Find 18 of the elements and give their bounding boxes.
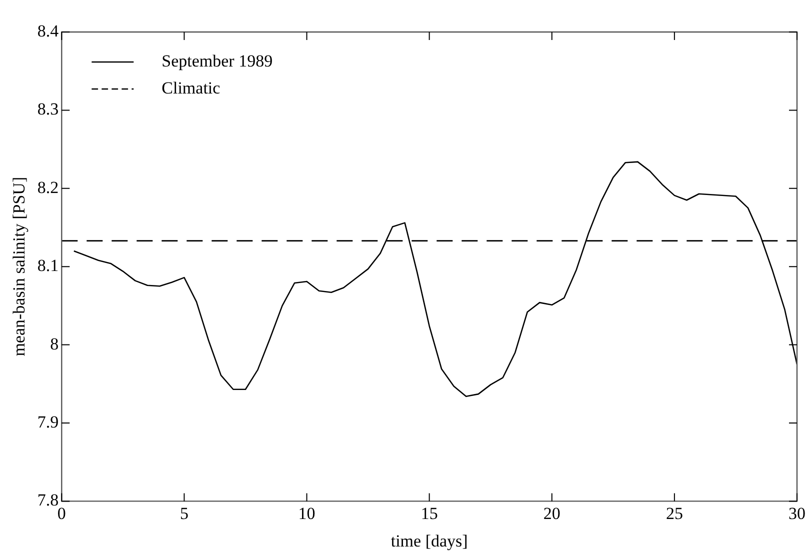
y-axis-title: mean-basin salinity [PSU] (10, 176, 29, 356)
x-axis-title: time [days] (390, 531, 468, 550)
x-tick-label: 25 (666, 504, 683, 523)
y-tick-label: 7.9 (37, 412, 59, 432)
x-tick-label: 0 (57, 504, 66, 523)
y-tick-label: 8.4 (37, 21, 60, 40)
y-tick-label: 8 (50, 334, 59, 354)
y-tick-label: 8.1 (37, 256, 59, 276)
y-tick-label: 8.3 (37, 100, 59, 119)
legend-label: Climatic (162, 78, 221, 98)
y-tick-label: 7.8 (37, 490, 59, 510)
y-tick-label: 8.2 (37, 178, 59, 197)
x-tick-label: 5 (180, 504, 188, 523)
x-tick-label: 20 (543, 504, 560, 523)
legend-label: September 1989 (162, 51, 273, 70)
x-tick-label: 30 (788, 504, 806, 523)
x-tick-label: 10 (298, 504, 316, 523)
x-tick-label: 15 (420, 504, 438, 523)
